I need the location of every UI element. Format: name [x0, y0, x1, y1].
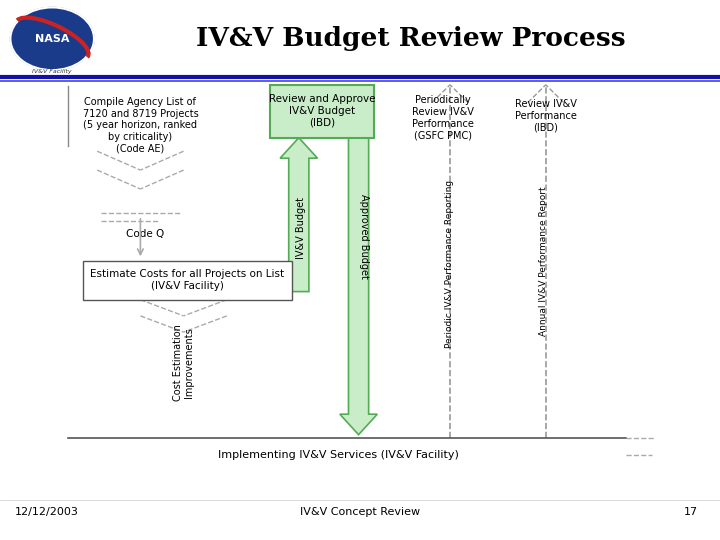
Text: IV&V Concept Review: IV&V Concept Review [300, 507, 420, 517]
Text: Estimate Costs for all Projects on List
(IV&V Facility): Estimate Costs for all Projects on List … [90, 269, 284, 291]
Text: Periodically
Review IV&V
Performance
(GSFC PMC): Periodically Review IV&V Performance (GS… [412, 96, 474, 140]
FancyArrow shape [280, 138, 318, 292]
Text: Code Q: Code Q [126, 229, 164, 239]
Text: IV&V Budget: IV&V Budget [296, 197, 306, 259]
Text: Review and Approve
IV&V Budget
(IBD): Review and Approve IV&V Budget (IBD) [269, 94, 376, 127]
Text: Compile Agency List of
7120 and 8719 Projects
(5 year horizon, ranked
by critica: Compile Agency List of 7120 and 8719 Pro… [83, 97, 198, 153]
Text: Periodic IV&V Performance Reporting: Periodic IV&V Performance Reporting [446, 179, 454, 348]
Text: Implementing IV&V Services (IV&V Facility): Implementing IV&V Services (IV&V Facilit… [218, 450, 459, 460]
FancyArrow shape [340, 138, 377, 435]
Circle shape [10, 8, 94, 70]
FancyBboxPatch shape [83, 261, 292, 300]
Text: IV&V Budget Review Process: IV&V Budget Review Process [196, 26, 625, 51]
Text: Annual IV&V Performance Report: Annual IV&V Performance Report [539, 186, 548, 336]
Text: IV&V Facility: IV&V Facility [32, 69, 72, 74]
Text: Cost Estimation
Improvements: Cost Estimation Improvements [173, 325, 194, 401]
FancyBboxPatch shape [270, 85, 374, 138]
Text: NASA: NASA [35, 34, 69, 44]
Text: 17: 17 [684, 507, 698, 517]
Text: Review IV&V
Performance
(IBD): Review IV&V Performance (IBD) [515, 99, 577, 133]
Text: 12/12/2003: 12/12/2003 [14, 507, 78, 517]
Text: Approved Budget: Approved Budget [359, 194, 369, 279]
